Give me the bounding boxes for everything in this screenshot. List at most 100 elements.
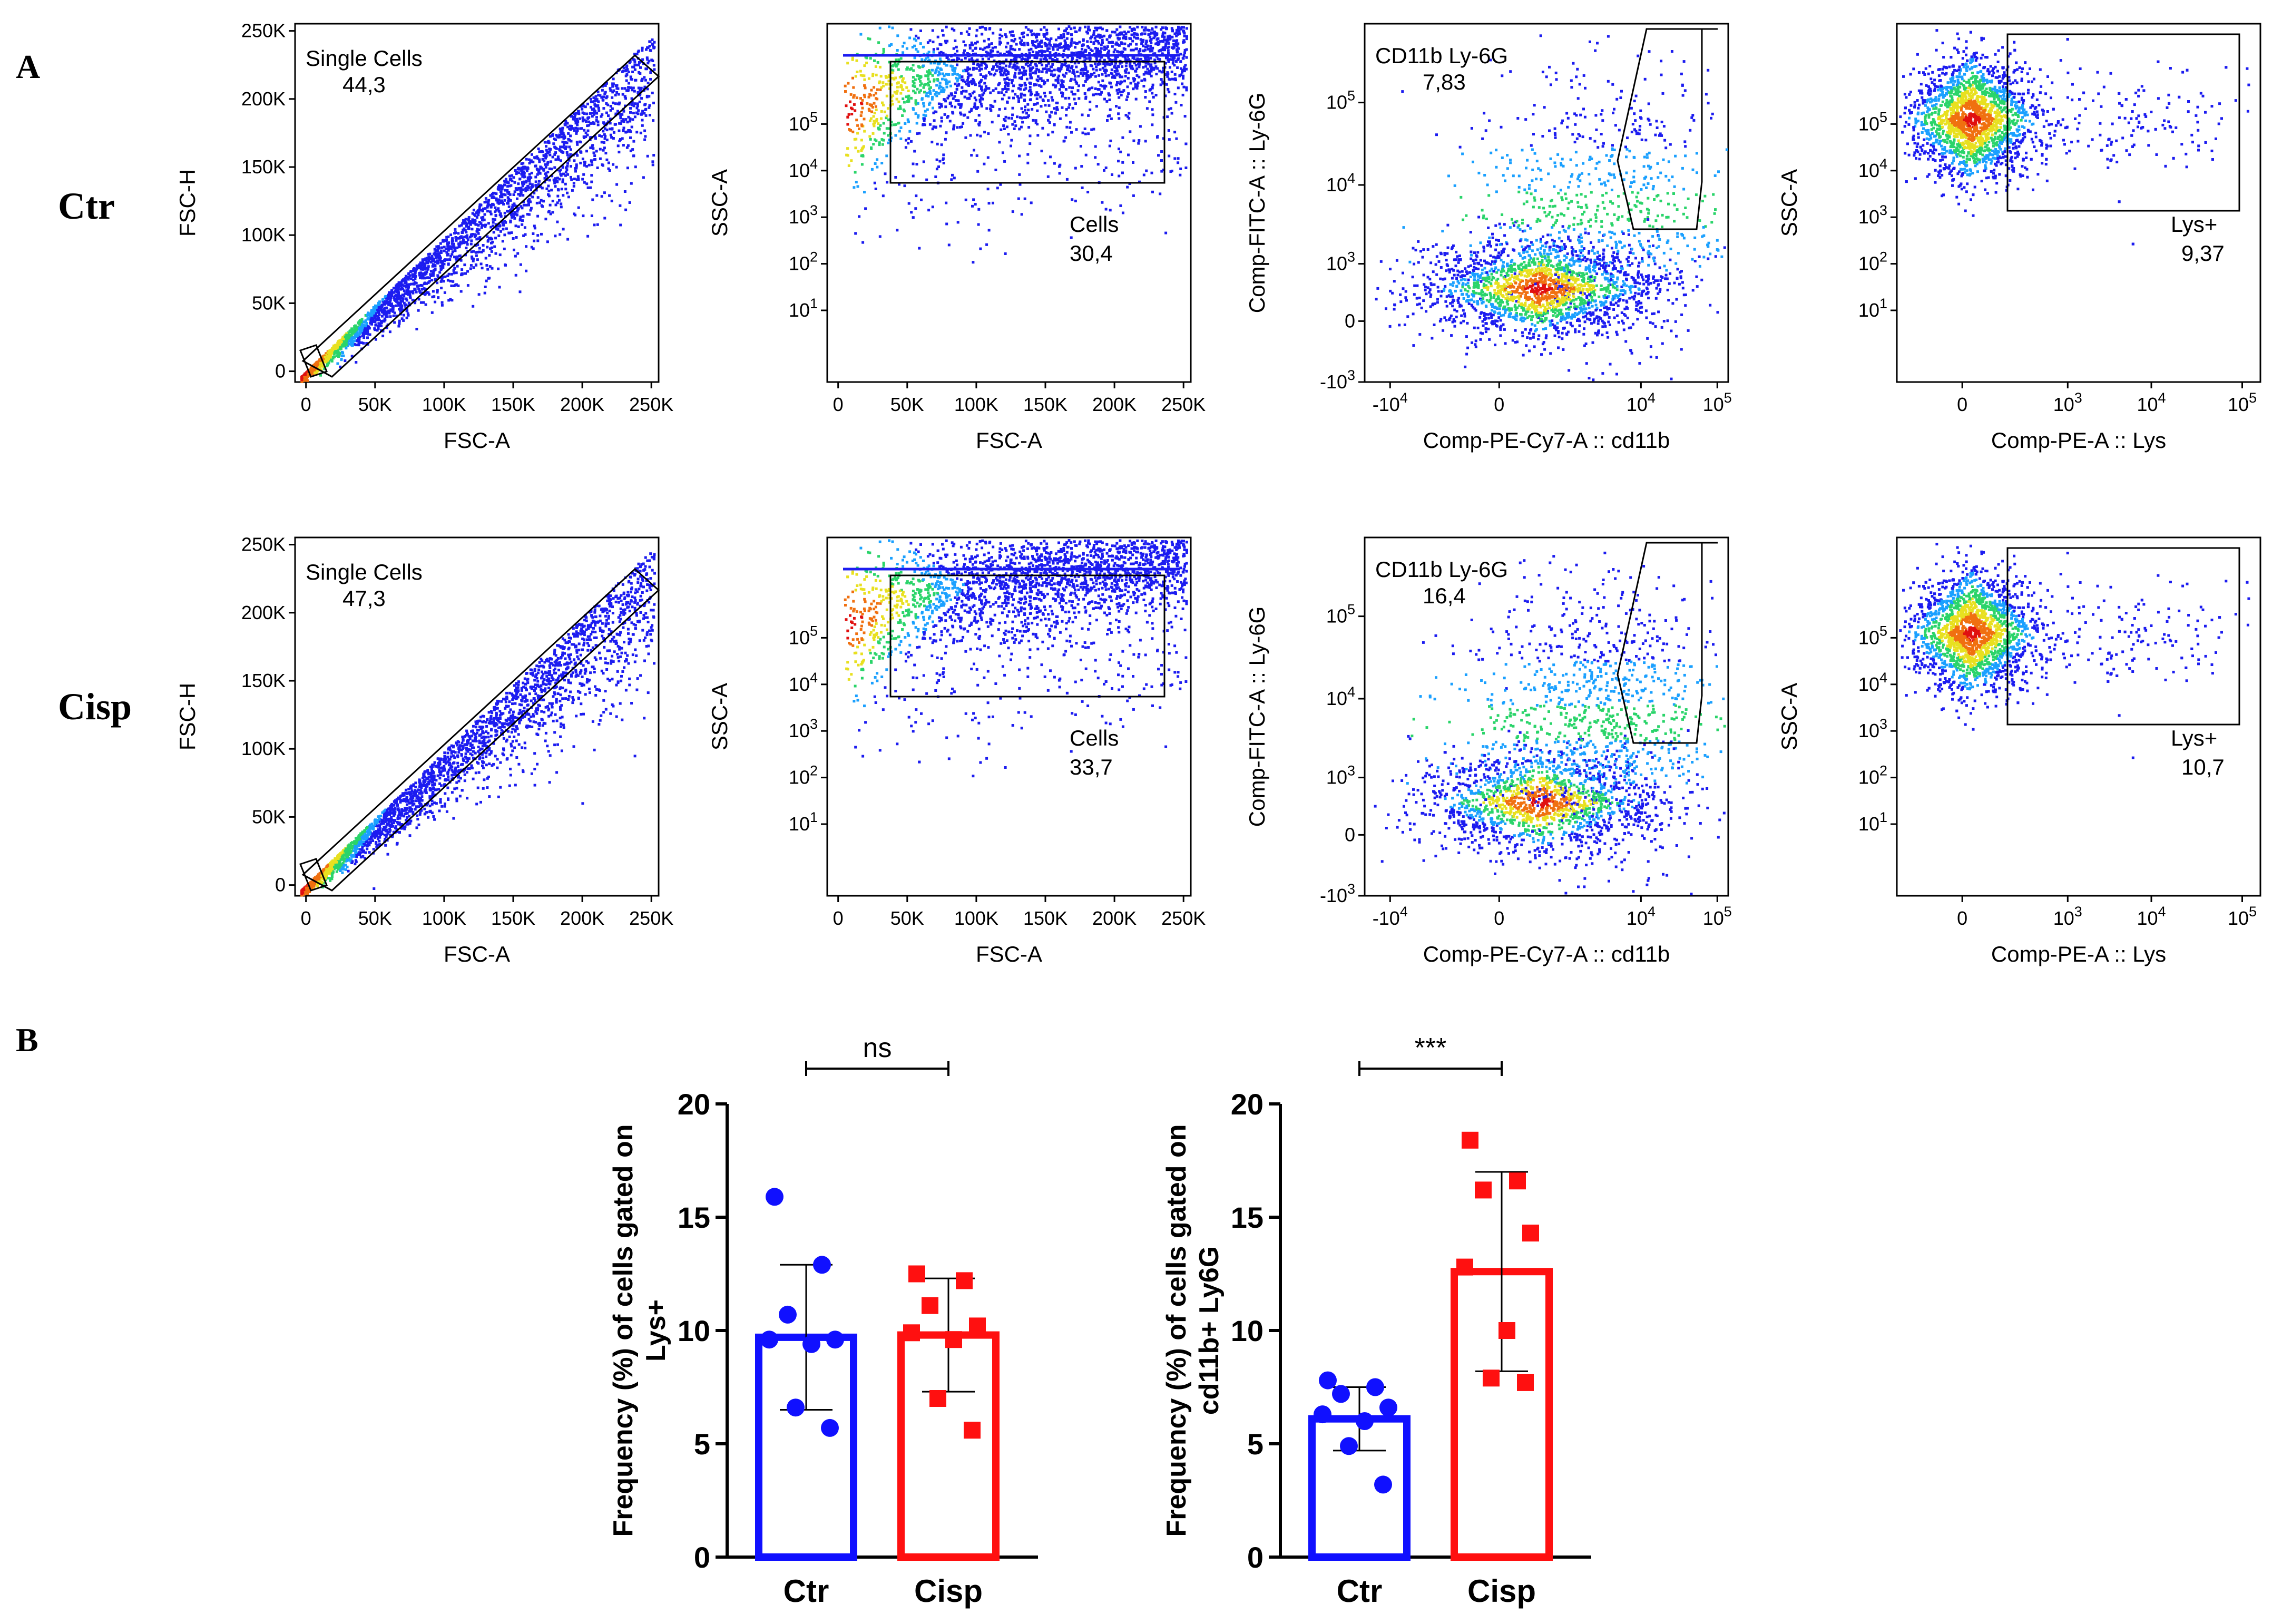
event-dot [402, 297, 405, 300]
event-dot [935, 94, 938, 97]
event-dot [1123, 80, 1126, 82]
event-dot [589, 187, 592, 189]
event-dot [1145, 170, 1148, 172]
event-dot [478, 251, 481, 253]
event-dot [1113, 51, 1115, 53]
event-dot [609, 128, 611, 130]
event-dot [1090, 48, 1092, 51]
event-dot [1025, 112, 1028, 114]
event-dot [452, 280, 454, 283]
event-dot [1180, 74, 1182, 76]
event-dot [491, 267, 494, 270]
event-dot [545, 145, 547, 148]
event-dot [544, 141, 546, 144]
event-dot [531, 183, 534, 186]
event-dot [535, 180, 537, 183]
event-dot [1170, 170, 1172, 173]
event-dot [634, 115, 636, 118]
event-dot [1013, 40, 1015, 43]
event-dot [1044, 56, 1046, 59]
event-dot [962, 80, 965, 82]
event-dot [877, 61, 879, 64]
event-dot [1186, 89, 1188, 91]
event-dot [1118, 44, 1121, 47]
event-dot [1041, 71, 1044, 73]
event-dot [1070, 131, 1073, 134]
event-dot [554, 234, 556, 237]
event-dot [449, 280, 452, 282]
event-dot [549, 179, 551, 181]
event-dot [1007, 71, 1010, 74]
event-dot [489, 194, 492, 197]
event-dot [1038, 84, 1041, 87]
event-dot [1074, 102, 1077, 105]
event-dot [1150, 67, 1152, 70]
event-dot [1016, 115, 1018, 118]
y-tick-label: 101 [789, 296, 818, 321]
event-dot [928, 71, 931, 74]
event-dot [1093, 32, 1095, 35]
event-dot [358, 341, 360, 344]
event-dot [1155, 94, 1158, 96]
event-dot [559, 233, 561, 236]
event-dot [941, 116, 943, 119]
event-dot [923, 160, 925, 163]
event-dot [899, 107, 902, 110]
event-dot [1151, 92, 1153, 94]
event-dot [1160, 78, 1163, 81]
event-dot [435, 257, 438, 259]
event-dot [626, 121, 629, 123]
event-dot [472, 260, 475, 262]
event-dot [621, 71, 624, 73]
event-dot [452, 245, 455, 248]
event-dot [1078, 29, 1081, 32]
event-dot [634, 79, 637, 82]
event-dot [904, 81, 906, 84]
event-dot [897, 69, 900, 71]
event-dot [1094, 37, 1096, 40]
event-dot [378, 314, 380, 316]
event-dot [525, 158, 528, 161]
x-tick-label: 200K [1092, 394, 1137, 415]
event-dot [1105, 167, 1108, 169]
event-dot [1066, 37, 1069, 40]
event-dot [1101, 201, 1103, 204]
event-dot [1184, 167, 1187, 169]
event-dot [467, 228, 469, 230]
event-dot [429, 253, 432, 256]
event-dot [466, 237, 469, 239]
event-dot [1095, 57, 1098, 60]
event-dot [484, 207, 486, 210]
event-dot [651, 160, 654, 163]
event-dot [932, 41, 935, 43]
event-dot [597, 100, 600, 103]
event-dot [448, 247, 451, 250]
event-dot [931, 98, 934, 101]
event-dot [894, 76, 897, 79]
event-dot [471, 228, 474, 230]
event-dot [875, 105, 877, 108]
event-dot [1012, 107, 1014, 110]
event-dot [1049, 114, 1051, 117]
event-dot [603, 191, 606, 194]
event-dot [940, 51, 943, 54]
event-dot [1100, 47, 1103, 50]
event-dot [564, 141, 567, 144]
event-dot [1119, 74, 1121, 77]
event-dot [573, 185, 575, 188]
event-dot [1059, 88, 1061, 91]
event-dot [854, 171, 857, 174]
event-dot [1159, 58, 1161, 61]
event-dot [649, 78, 652, 81]
event-dot [557, 158, 560, 160]
event-dot [922, 46, 925, 48]
event-dot [932, 206, 934, 208]
event-dot [1078, 41, 1081, 44]
event-dot [1024, 58, 1027, 61]
event-dot [1048, 104, 1051, 107]
event-dot [564, 183, 567, 185]
event-dot [386, 310, 388, 313]
event-dot [582, 173, 585, 176]
event-dot [419, 272, 422, 275]
event-dot [888, 25, 890, 28]
